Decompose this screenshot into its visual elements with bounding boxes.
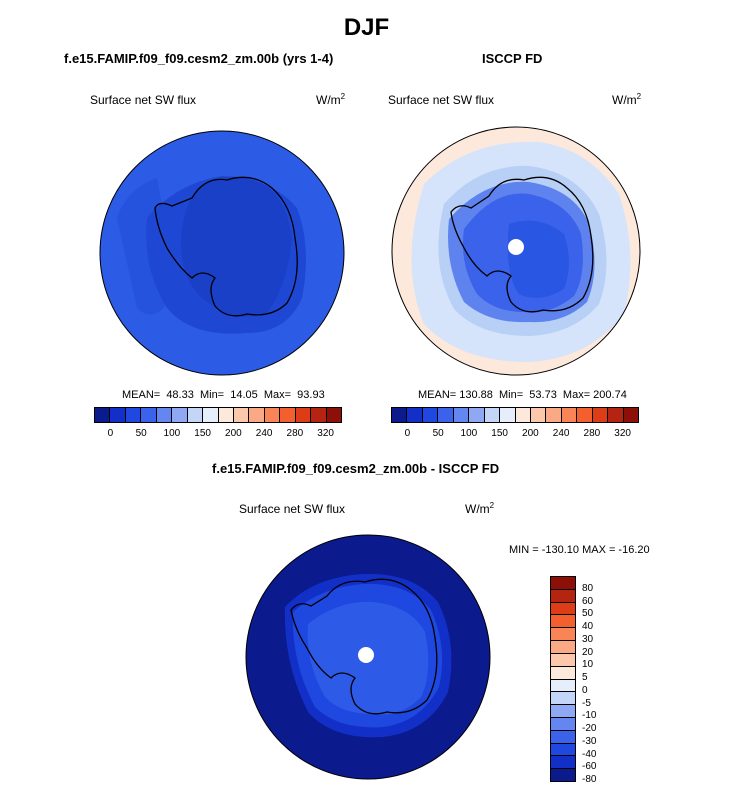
panel3-title: f.e15.FAMIP.f09_f09.cesm2_zm.00b - ISCCP… — [212, 461, 500, 476]
colorbar-swatch — [551, 730, 575, 744]
panel2-title: ISCCP FD — [482, 51, 543, 66]
colorbar-swatch — [187, 408, 204, 422]
colorbar-tick-label: 280 — [583, 428, 601, 439]
panel2-units: W/m2 — [612, 92, 642, 107]
panel2-polar-map — [391, 126, 641, 376]
colorbar-swatch — [551, 589, 575, 603]
colorbar-swatch — [95, 408, 111, 422]
colorbar-swatch — [249, 408, 265, 422]
panel1-title: f.e15.FAMIP.f09_f09.cesm2_zm.00b (yrs 1-… — [64, 51, 334, 66]
colorbar-swatch — [551, 756, 575, 770]
colorbar-swatch — [561, 408, 578, 422]
colorbar-swatch — [623, 408, 638, 422]
colorbar-tick-label: 0 — [404, 428, 411, 439]
colorbar-swatch — [551, 641, 575, 654]
colorbar-tick-label: 0 — [107, 428, 114, 439]
colorbar-tick-label: 100 — [460, 428, 478, 439]
colorbar-swatch — [551, 717, 575, 731]
colorbar-swatch — [422, 408, 439, 422]
colorbar-swatch — [577, 408, 593, 422]
colorbar-tick-label: -80 — [582, 774, 597, 785]
colorbar-tick-label: 150 — [194, 428, 211, 439]
colorbar-swatch — [326, 408, 341, 422]
colorbar-swatch — [551, 743, 575, 757]
colorbar-tick-label: 240 — [552, 428, 570, 439]
colorbar-tick-label: 50 — [432, 428, 444, 439]
colorbar-swatch — [484, 408, 501, 422]
colorbar-swatch — [530, 408, 547, 422]
colorbar-swatch — [110, 408, 126, 422]
panel2-stats: MEAN= 130.88 Min= 53.73 Max= 200.74 — [418, 389, 627, 401]
colorbar-swatch — [141, 408, 157, 422]
colorbar-tick-label: 20 — [582, 646, 594, 658]
colorbar-swatch — [407, 408, 423, 422]
colorbar-tick-label: 50 — [582, 608, 594, 620]
colorbar-swatch — [469, 408, 485, 422]
panel1-stats: MEAN= 48.33 Min= 14.05 Max= 93.93 — [122, 389, 325, 401]
colorbar-swatch — [551, 769, 575, 781]
colorbar-swatch — [172, 408, 188, 422]
colorbar-swatch — [500, 408, 516, 422]
colorbar-swatch — [551, 705, 575, 718]
colorbar-swatch — [515, 408, 531, 422]
colorbar-tick-label: 80 — [582, 582, 594, 594]
colorbar-tick-label: -30 — [582, 735, 597, 747]
colorbar-swatch — [125, 408, 142, 422]
colorbar-swatch — [551, 615, 575, 629]
panel1-variable: Surface net SW flux — [90, 93, 197, 107]
colorbar-tick-label: 10 — [582, 659, 594, 671]
panel3-units: W/m2 — [465, 501, 495, 516]
colorbar-swatch — [233, 408, 250, 422]
colorbar-swatch — [311, 408, 327, 422]
panel3-stats: MIN = -130.10 MAX = -16.20 — [509, 544, 650, 556]
colorbar-swatch — [280, 408, 296, 422]
colorbar-tick-label: 320 — [614, 428, 631, 439]
colorbar-swatch — [551, 653, 575, 667]
colorbar-tick-label: 200 — [225, 428, 242, 439]
colorbar-swatch — [438, 408, 454, 422]
colorbar-swatch — [453, 408, 470, 422]
colorbar-swatch — [551, 602, 575, 616]
colorbar-tick-label: 150 — [491, 428, 508, 439]
colorbar-swatch — [608, 408, 624, 422]
colorbar-swatch — [551, 577, 575, 590]
colorbar-tick-label: -40 — [582, 748, 597, 760]
colorbar-swatch — [592, 408, 609, 422]
panel2-variable: Surface net SW flux — [388, 93, 495, 107]
panel2-colorbar — [391, 407, 639, 423]
figure-title: DJF — [343, 14, 390, 41]
colorbar-tick-label: -60 — [582, 761, 597, 773]
colorbar-swatch — [551, 666, 575, 680]
colorbar-swatch — [156, 408, 173, 422]
colorbar-swatch — [218, 408, 234, 422]
colorbar-swatch — [551, 679, 575, 693]
colorbar-tick-label: 200 — [522, 428, 539, 439]
colorbar-tick-label: -10 — [582, 710, 597, 722]
colorbar-tick-label: 5 — [582, 672, 588, 683]
colorbar-tick-label: 50 — [135, 428, 147, 439]
panel1-polar-map — [99, 130, 345, 376]
panel3-variable: Surface net SW flux — [239, 502, 346, 516]
colorbar-swatch — [295, 408, 312, 422]
colorbar-swatch — [264, 408, 281, 422]
colorbar-swatch — [546, 408, 562, 422]
colorbar-tick-label: -20 — [582, 723, 597, 734]
colorbar-swatch — [551, 692, 575, 706]
colorbar-swatch — [392, 408, 408, 422]
colorbar-tick-label: 320 — [317, 428, 334, 439]
colorbar-tick-label: 240 — [255, 428, 273, 439]
colorbar-swatch — [203, 408, 219, 422]
colorbar-tick-label: 280 — [286, 428, 304, 439]
colorbar-tick-label: 60 — [582, 595, 594, 607]
panel3-polar-map — [245, 534, 491, 780]
diff-colorbar — [550, 576, 576, 782]
panel1-units: W/m2 — [316, 92, 346, 107]
colorbar-tick-label: 40 — [582, 621, 594, 632]
colorbar-tick-label: -5 — [582, 697, 591, 709]
colorbar-tick-label: 30 — [582, 633, 594, 645]
panel1-colorbar — [94, 407, 342, 423]
colorbar-swatch — [551, 628, 575, 642]
colorbar-tick-label: 0 — [582, 684, 588, 696]
colorbar-tick-label: 100 — [163, 428, 181, 439]
